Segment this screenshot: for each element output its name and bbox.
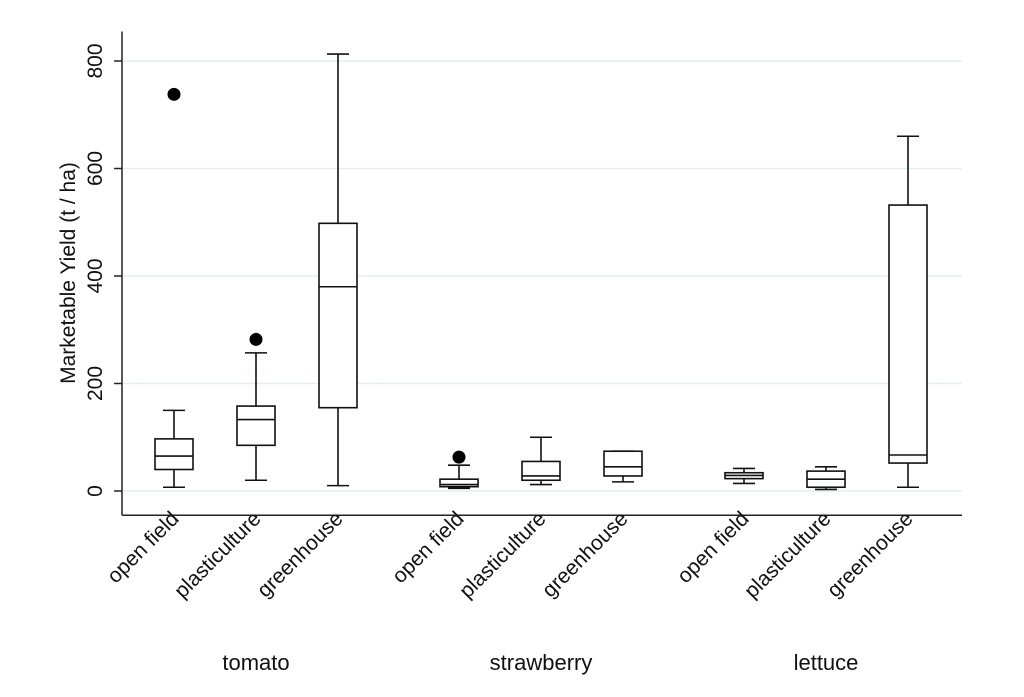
y-tick-label: 0 [84,485,107,497]
box [888,204,928,464]
category-label: greenhouse [253,507,348,602]
category-label: plasticulture [455,507,551,603]
axes: 0 200 400 600 800 [84,31,962,516]
category-label: open field [103,507,184,588]
outlier-point [249,332,263,346]
category-label: greenhouse [538,507,633,602]
labels: open fieldplasticulturegreenhousetomatoo… [103,507,918,675]
category-label: open field [388,507,469,588]
category-label: open field [673,507,754,588]
y-tick-label: 800 [84,43,107,78]
outlier-point [452,450,466,464]
box [439,478,479,488]
gridlines [122,60,962,492]
y-tick-label: 200 [84,366,107,401]
box [603,450,643,477]
group-label: lettuce [794,650,859,675]
y-tick-label: 600 [84,151,107,186]
category-label: greenhouse [823,507,918,602]
boxes [154,53,928,491]
box [154,438,194,471]
box [318,222,358,409]
y-axis-label: Marketable Yield (t / ha) [57,162,80,384]
box [236,405,276,447]
group-label: tomato [222,650,289,675]
box [521,460,561,482]
group-label: strawberry [490,650,593,675]
outlier-point [167,87,181,101]
category-label: plasticulture [740,507,836,603]
category-label: plasticulture [170,507,266,603]
y-tick-label: 400 [84,258,107,293]
